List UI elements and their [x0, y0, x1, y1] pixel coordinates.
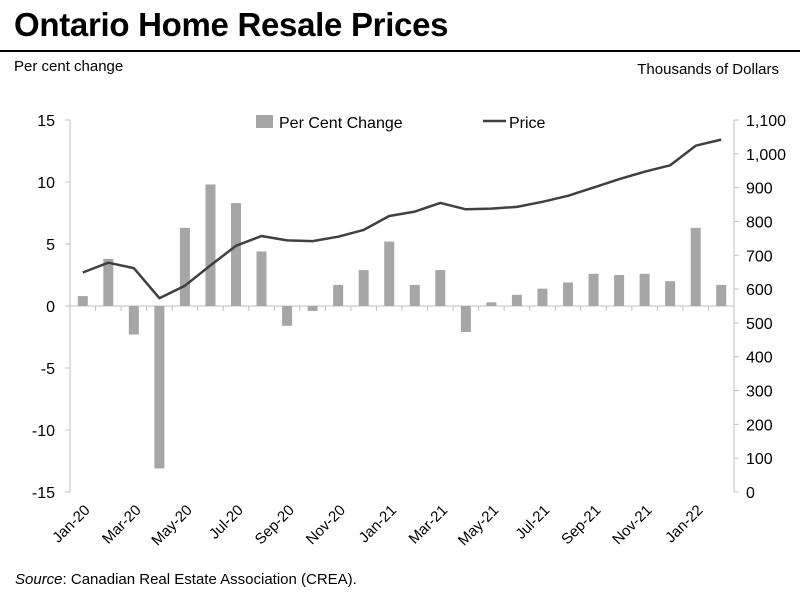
- bar: [716, 284, 727, 306]
- source-note: Source: Canadian Real Estate Association…: [15, 571, 357, 588]
- bar: [486, 302, 497, 306]
- right-tick-label: 100: [746, 451, 773, 468]
- bar: [256, 251, 267, 306]
- x-tick-label: Jul-20: [206, 502, 247, 543]
- bar: [384, 241, 395, 306]
- right-tick-label: 0: [746, 485, 755, 502]
- legend-bar-label: Per Cent Change: [279, 115, 403, 132]
- bar: [614, 275, 625, 306]
- right-tick-label: 200: [746, 417, 773, 434]
- bar: [665, 281, 676, 306]
- bar: [154, 306, 165, 469]
- x-tick-label: Jan-20: [49, 502, 93, 546]
- bar: [563, 282, 573, 306]
- price-line: [82, 138, 722, 300]
- right-tick-label: 300: [746, 384, 773, 401]
- left-axis-title: Per cent change: [14, 58, 124, 75]
- bar: [588, 273, 599, 306]
- bar: [460, 306, 471, 333]
- x-tick-label: May-21: [455, 502, 502, 549]
- bar: [205, 184, 216, 306]
- bar: [409, 284, 420, 306]
- right-tick-label: 600: [746, 282, 773, 299]
- x-tick-labels: Jan-20 Mar-20 May-20 Jul-20 Sep-20 Nov-20 Jan-…: [49, 502, 706, 549]
- bar: [307, 306, 318, 311]
- left-tick-label: -15: [32, 485, 55, 502]
- legend-line-label: Price: [509, 115, 546, 132]
- source-label: Source: [15, 571, 63, 588]
- x-tick-label: Mar-21: [406, 502, 452, 548]
- bar: [537, 288, 548, 306]
- line-series: [82, 138, 722, 300]
- left-tick-label: 15: [37, 113, 55, 130]
- right-tick-label: 800: [746, 214, 773, 231]
- right-tick-label: 900: [746, 181, 773, 198]
- left-tick-label: 0: [46, 299, 55, 316]
- bar: [103, 258, 114, 306]
- axes: [65, 119, 739, 493]
- title-rule: [0, 50, 800, 52]
- x-tick-label: Nov-21: [609, 502, 655, 548]
- x-tick-label: Mar-20: [99, 502, 145, 548]
- legend: Per Cent Change Price: [256, 115, 546, 132]
- x-tick-label: May-20: [148, 502, 195, 549]
- bar: [639, 273, 650, 306]
- bar: [435, 270, 446, 306]
- right-tick-label: 1,000: [746, 147, 786, 164]
- x-tick-label: Sep-20: [252, 502, 298, 548]
- bar: [128, 306, 139, 335]
- right-tick-label: 1,100: [746, 113, 786, 130]
- x-tick-label: Sep-21: [558, 502, 604, 548]
- legend-bar-swatch: [256, 115, 273, 128]
- bar: [282, 306, 293, 326]
- left-tick-label: -5: [41, 361, 55, 378]
- bar: [231, 203, 241, 306]
- bar: [333, 284, 344, 306]
- left-tick-label: 5: [46, 237, 55, 254]
- bar: [511, 294, 522, 306]
- right-tick-label: 400: [746, 350, 773, 367]
- bar: [358, 270, 369, 306]
- bar: [179, 227, 190, 306]
- x-tick-label: Jan-22: [662, 502, 706, 546]
- bar: [77, 296, 88, 306]
- x-tick-label: Nov-20: [303, 502, 349, 548]
- right-axis-title: Thousands of Dollars: [637, 61, 779, 78]
- right-tick-label: 500: [746, 316, 773, 333]
- x-tick-label: Jan-21: [356, 502, 400, 546]
- bar-series: [77, 184, 727, 469]
- bar: [690, 227, 701, 306]
- left-tick-labels: 15 10 5 0 -5 -10 -15: [32, 113, 55, 502]
- chart-title: Ontario Home Resale Prices: [14, 6, 449, 43]
- left-tick-label: 10: [37, 175, 55, 192]
- source-text: : Canadian Real Estate Association (CREA…: [62, 571, 357, 588]
- right-tick-label: 700: [746, 248, 773, 265]
- x-tick-label: Jul-21: [512, 502, 553, 543]
- right-tick-labels: 1,100 1,000 900 800 700 600 500 400 300 200 100 0: [746, 113, 786, 502]
- left-tick-label: -10: [32, 423, 55, 440]
